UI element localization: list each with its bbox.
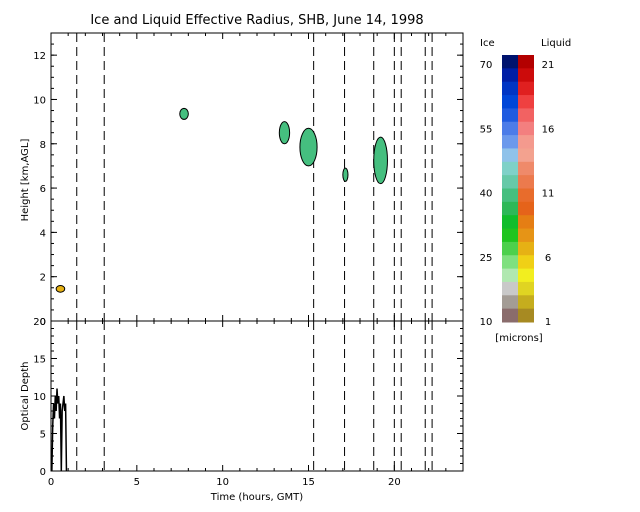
colorbar-ice-swatch: [502, 215, 518, 230]
colorbar-ice-tick: 40: [480, 189, 493, 200]
y-tick-label: 6: [40, 184, 46, 195]
y-tick-label: 5: [40, 430, 46, 441]
optical-depth-line: [51, 388, 68, 472]
colorbar-ice-swatch: [502, 175, 518, 189]
colorbar-liquid-swatch: [518, 241, 534, 256]
colorbar-ice-tick: 10: [480, 317, 493, 328]
x-tick-label: 5: [134, 477, 140, 488]
colorbar-ice-swatch: [502, 268, 518, 283]
colorbar-liquid-swatch: [518, 95, 534, 109]
colorbar-ice-swatch: [502, 121, 518, 136]
colorbar-liquid-swatch: [518, 148, 534, 163]
y-tick-label: 15: [33, 355, 46, 366]
colorbar-liquid-swatch: [518, 295, 534, 310]
y-tick-label: 0: [40, 317, 46, 328]
y-tick-label: 20: [33, 317, 46, 328]
colorbar-units: [microns]: [495, 333, 542, 344]
colorbar: Ice Liquid [microns] 70 55 40 25 10 21 16 11 6 1: [480, 38, 572, 344]
y-tick-label: 10: [33, 95, 46, 106]
y-tick-label: 10: [33, 392, 46, 403]
colorbar-liquid-swatch: [518, 255, 534, 270]
y-tick-label: 4: [40, 228, 46, 239]
top-ylabel: Height [km,AGL]: [20, 139, 31, 222]
colorbar-liquid-swatch: [518, 175, 534, 189]
colorbar-ice-swatch: [502, 255, 518, 270]
colorbar-ice-swatch: [502, 188, 518, 203]
colorbar-liquid-swatch: [518, 55, 534, 69]
colorbar-ice-swatch: [502, 228, 518, 243]
colorbar-ice-swatch: [502, 68, 518, 83]
colorbar-liquid-tick: 6: [545, 253, 551, 264]
colorbar-ice-tick: 70: [480, 60, 493, 71]
colorbar-liquid-tick: 1: [545, 317, 551, 328]
colorbar-liquid-swatch: [518, 121, 534, 136]
cloud-region: [342, 167, 349, 182]
colorbar-liquid-tick: 21: [542, 60, 555, 71]
colorbar-ice-label: Ice: [480, 38, 495, 49]
colorbar-liquid-label: Liquid: [541, 38, 571, 49]
colorbar-ice-swatch: [502, 108, 518, 123]
x-tick-label: 0: [48, 477, 54, 488]
colorbar-ice-swatch: [502, 95, 518, 109]
x-tick-label: 20: [388, 477, 401, 488]
colorbar-ice-swatch: [502, 295, 518, 310]
colorbar-liquid-swatch: [518, 228, 534, 243]
colorbar-liquid-swatch: [518, 188, 534, 203]
cloud-region: [55, 285, 66, 293]
colorbar-liquid-swatch: [518, 108, 534, 123]
colorbar-liquid-swatch: [518, 215, 534, 230]
colorbar-liquid-swatch: [518, 268, 534, 283]
colorbar-ice-tick: 25: [480, 253, 493, 264]
y-tick-label: 0: [40, 467, 46, 478]
colorbar-ice-swatch: [502, 55, 518, 69]
chart-title: Ice and Liquid Effective Radius, SHB, Ju…: [90, 13, 423, 28]
x-tick-label: 15: [302, 477, 315, 488]
colorbar-ice-swatch: [502, 281, 518, 296]
colorbar-ice-swatch: [502, 201, 518, 216]
x-tick-label: 10: [216, 477, 229, 488]
colorbar-ice-swatch: [502, 308, 518, 323]
colorbar-ice-swatch: [502, 161, 518, 176]
colorbar-liquid-tick: 16: [542, 124, 555, 135]
colorbar-liquid-swatch: [518, 161, 534, 176]
colorbar-liquid-swatch: [518, 308, 534, 323]
effective-radius-plot: 0 2 4 6 8 10 12: [33, 32, 464, 328]
y-tick-label: 12: [33, 51, 46, 62]
colorbar-ice-swatch: [502, 81, 518, 96]
x-axis-label: Time (hours, GMT): [210, 492, 304, 503]
bottom-ylabel: Optical Depth: [20, 362, 31, 431]
cloud-region: [179, 107, 189, 120]
y-tick-label: 2: [40, 273, 46, 284]
colorbar-ice-swatch: [502, 148, 518, 163]
colorbar-liquid-swatch: [518, 201, 534, 216]
colorbar-ice-tick: 55: [480, 124, 493, 135]
colorbar-liquid-swatch: [518, 135, 534, 149]
colorbar-ice-swatch: [502, 135, 518, 149]
colorbar-liquid-tick: 11: [542, 189, 555, 200]
cloud-region: [373, 136, 388, 185]
cloud-region: [299, 127, 318, 167]
colorbar-liquid-swatch: [518, 281, 534, 296]
cloud-region: [278, 121, 291, 145]
colorbar-liquid-swatch: [518, 81, 534, 96]
colorbar-ice-swatch: [502, 241, 518, 256]
y-tick-label: 8: [40, 140, 46, 151]
colorbar-liquid-swatch: [518, 68, 534, 83]
